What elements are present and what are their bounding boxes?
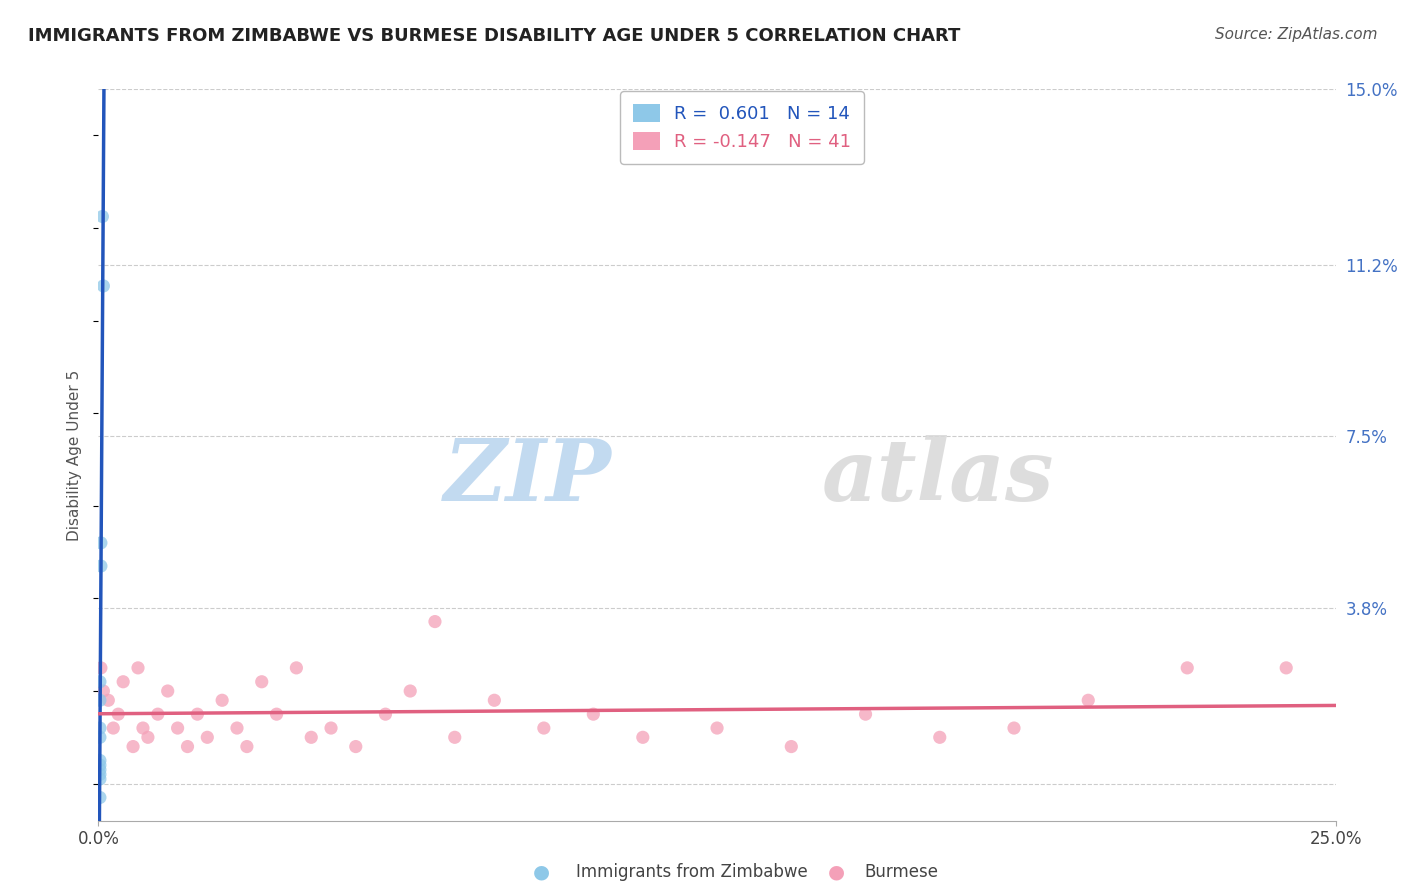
Point (266, 707, 288, 722)
Point (156, 684, 179, 698)
Point (122, 739, 145, 754)
Point (90, 536, 112, 550)
Point (107, 707, 129, 722)
Point (90, 559, 112, 574)
Point (1077, 693, 1099, 707)
Point (250, 674, 273, 689)
Point (89, 758, 111, 772)
Point (89, 754, 111, 768)
Point (112, 674, 135, 689)
Text: IMMIGRANTS FROM ZIMBABWE VS BURMESE DISABILITY AGE UNDER 5 CORRELATION CHART: IMMIGRANTS FROM ZIMBABWE VS BURMESE DISA… (28, 27, 960, 45)
Point (93, 279, 115, 293)
Point (285, 661, 308, 675)
Point (166, 721, 188, 735)
Point (127, 661, 149, 675)
Point (93, 684, 115, 698)
Point (344, 739, 367, 754)
Point (89, 721, 111, 735)
Text: ●: ● (533, 863, 550, 881)
Point (443, 731, 465, 745)
Point (706, 721, 728, 735)
Point (89, 693, 111, 707)
Text: atlas: atlas (823, 435, 1054, 518)
Point (90, 661, 112, 675)
Point (91, 210, 114, 224)
Point (928, 731, 950, 745)
Point (103, 721, 125, 735)
Point (631, 731, 654, 745)
Point (1002, 721, 1025, 735)
Text: Source: ZipAtlas.com: Source: ZipAtlas.com (1215, 27, 1378, 42)
Point (186, 707, 208, 722)
Point (89, 763, 111, 777)
Point (319, 721, 342, 735)
Point (146, 707, 169, 722)
Text: Immigrants from Zimbabwe: Immigrants from Zimbabwe (576, 863, 808, 881)
Point (299, 731, 322, 745)
Text: ZIP: ZIP (444, 435, 612, 518)
Text: ●: ● (828, 863, 845, 881)
Point (97, 693, 120, 707)
Point (89, 790, 111, 805)
Legend: R =  0.601   N = 14, R = -0.147   N = 41: R = 0.601 N = 14, R = -0.147 N = 41 (620, 91, 863, 164)
Point (236, 739, 259, 754)
Text: Burmese: Burmese (865, 863, 939, 881)
Point (89, 772, 111, 786)
Point (1175, 661, 1198, 675)
Point (374, 707, 396, 722)
Point (176, 739, 198, 754)
Point (89, 731, 111, 745)
Point (582, 707, 605, 722)
Y-axis label: Disability Age Under 5: Disability Age Under 5 (67, 369, 83, 541)
Point (195, 731, 218, 745)
Point (423, 615, 446, 629)
Point (533, 721, 555, 735)
Point (399, 684, 422, 698)
Point (89, 674, 111, 689)
Point (1275, 661, 1298, 675)
Point (136, 731, 159, 745)
Point (89, 767, 111, 781)
Point (211, 693, 233, 707)
Point (484, 693, 506, 707)
Point (855, 707, 877, 722)
Point (780, 739, 803, 754)
Point (226, 721, 249, 735)
Point (132, 721, 155, 735)
